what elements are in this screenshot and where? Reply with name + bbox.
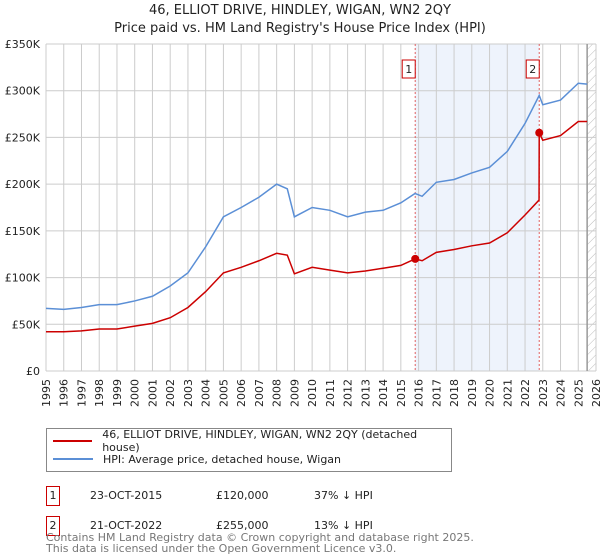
chart-title: 46, ELLIOT DRIVE, HINDLEY, WIGAN, WN2 2Q… [0,2,600,38]
x-tick-label: 2016 [413,379,426,407]
sale-point [535,128,544,137]
series-line [45,82,588,311]
title: 46, ELLIOT DRIVE, HINDLEY, WIGAN, WN2 2Q… [149,3,451,18]
legend-item-property: 46, ELLIOT DRIVE, HINDLEY, WIGAN, WN2 2Q… [47,428,451,454]
y-tick-label: £350K [5,38,41,51]
y-tick-label: £50K [12,318,41,331]
x-tick-label: 2018 [448,379,461,407]
x-tick-label: 2025 [572,379,585,407]
legend-swatch [53,458,93,460]
highlight-region [415,44,540,371]
x-tick-label: 2010 [306,379,319,407]
x-tick-label: 2020 [484,379,497,407]
x-tick-label: 2017 [430,379,443,407]
x-tick-label: 2022 [519,379,532,407]
x-tick-label: 1996 [58,379,71,407]
transaction-row: 2 21-OCT-2022 £255,000 13% ↓ HPI [46,516,546,536]
y-tick-label: £0 [26,365,40,378]
x-tick-label: 1998 [93,379,106,407]
x-tick-label: 2015 [395,379,408,407]
x-tick-label: 2000 [129,379,142,407]
x-tick-label: 2014 [377,379,390,407]
y-tick-label: £100K [5,272,41,285]
x-tick-label: 2006 [235,379,248,407]
sale-price: £120,000 [216,489,269,502]
y-tick-label: £150K [5,225,41,238]
sale-price: £255,000 [216,519,269,532]
x-tick-label: 2023 [537,379,550,407]
y-tick-label: £250K [5,131,41,144]
legend-swatch [53,440,93,442]
x-tick-label: 2019 [466,379,479,407]
legend: 46, ELLIOT DRIVE, HINDLEY, WIGAN, WN2 2Q… [46,428,452,472]
x-tick-label: 2001 [146,379,159,407]
x-tick-label: 2013 [359,379,372,407]
x-tick-label: 2003 [182,379,195,407]
transaction-row: 1 23-OCT-2015 £120,000 37% ↓ HPI [46,486,546,506]
y-tick-label: £200K [5,178,41,191]
sale-marker-label: 1 [405,63,412,76]
x-tick-label: 2004 [200,379,213,407]
hpi-diff: 37% ↓ HPI [314,489,373,502]
series-line [46,120,588,333]
x-tick-label: 1999 [111,379,124,407]
marker-badge: 2 [46,516,60,536]
hpi-diff: 13% ↓ HPI [314,519,373,532]
x-tick-label: 2007 [253,379,266,407]
x-tick-label: 2005 [217,379,230,407]
x-tick-label: 2008 [271,379,284,407]
x-tick-label: 2011 [324,379,337,407]
sale-marker-box [525,59,540,79]
x-tick-label: 1995 [40,379,53,407]
sale-date: 21-OCT-2022 [90,519,163,532]
x-tick-label: 2002 [164,379,177,407]
x-tick-label: 2021 [501,379,514,407]
sale-marker-label: 2 [529,63,536,76]
x-tick-label: 1997 [75,379,88,407]
x-tick-label: 2024 [555,379,568,407]
x-tick-label: 2026 [590,379,600,407]
y-tick-label: £300K [5,85,41,98]
legend-item-hpi: HPI: Average price, detached house, Wiga… [47,451,341,467]
sale-marker-box [401,59,416,79]
price-chart: 1995 1996 1997 1998 1999 2000 2001 2002 2003 2004… [5,38,600,407]
x-tick-label: 2012 [342,379,355,407]
sale-date: 23-OCT-2015 [90,489,163,502]
footer: Contains HM Land Registry data © Crown c… [46,531,474,555]
subtitle: Price paid vs. HM Land Registry's House … [114,21,486,36]
x-tick-label: 2009 [288,379,301,407]
marker-badge: 1 [46,486,60,506]
sale-point [411,254,420,263]
forecast-hatch [587,44,596,371]
